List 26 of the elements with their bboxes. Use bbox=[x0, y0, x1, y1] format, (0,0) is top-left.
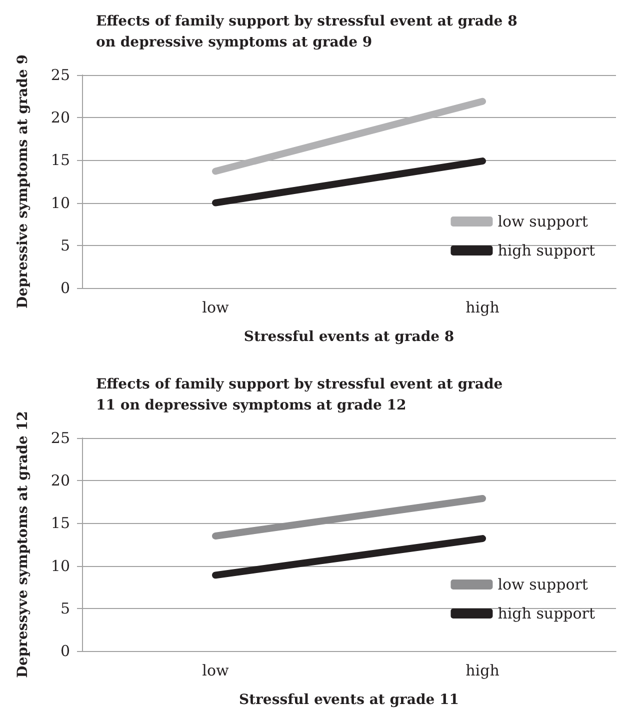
y-tick-label: 0 bbox=[60, 279, 70, 297]
legend-label: low support bbox=[498, 576, 588, 594]
y-tick-label: 20 bbox=[50, 472, 70, 490]
legend-label: high support bbox=[498, 604, 595, 622]
x-axis-title: Stressful events at grade 8 bbox=[244, 329, 454, 345]
legend-label: low support bbox=[498, 212, 588, 230]
y-axis-title: Depressyve symptoms at grade 12 bbox=[15, 411, 31, 678]
x-tick-label: high bbox=[466, 298, 500, 316]
y-tick-label: 20 bbox=[50, 108, 70, 127]
chart-title: Effects of family support by stressful event at grade 8 on depressive symptoms at grade 9 bbox=[96, 14, 522, 50]
x-tick-label: low bbox=[202, 298, 229, 316]
y-tick-label: 15 bbox=[50, 151, 70, 170]
legend-label: high support bbox=[498, 242, 595, 260]
y-axis-title: Depressive symptoms at grade 9 bbox=[15, 54, 31, 309]
x-tick-label: high bbox=[466, 662, 500, 680]
y-tick-label: 5 bbox=[60, 599, 70, 618]
x-tick-label: low bbox=[202, 662, 229, 680]
y-tick-label: 5 bbox=[60, 236, 70, 254]
y-tick-label: 10 bbox=[50, 556, 70, 575]
y-tick-label: 15 bbox=[50, 514, 70, 532]
y-tick-label: 25 bbox=[50, 66, 70, 84]
y-tick-label: 0 bbox=[60, 642, 70, 660]
y-tick-label: 25 bbox=[50, 429, 70, 447]
y-tick-label: 10 bbox=[50, 194, 70, 212]
chart-title: Effects of family support by stressful event at grade 11 on depressive symptoms at grade 12 bbox=[96, 376, 508, 414]
x-axis-title: Stressful events at grade 11 bbox=[238, 692, 460, 708]
